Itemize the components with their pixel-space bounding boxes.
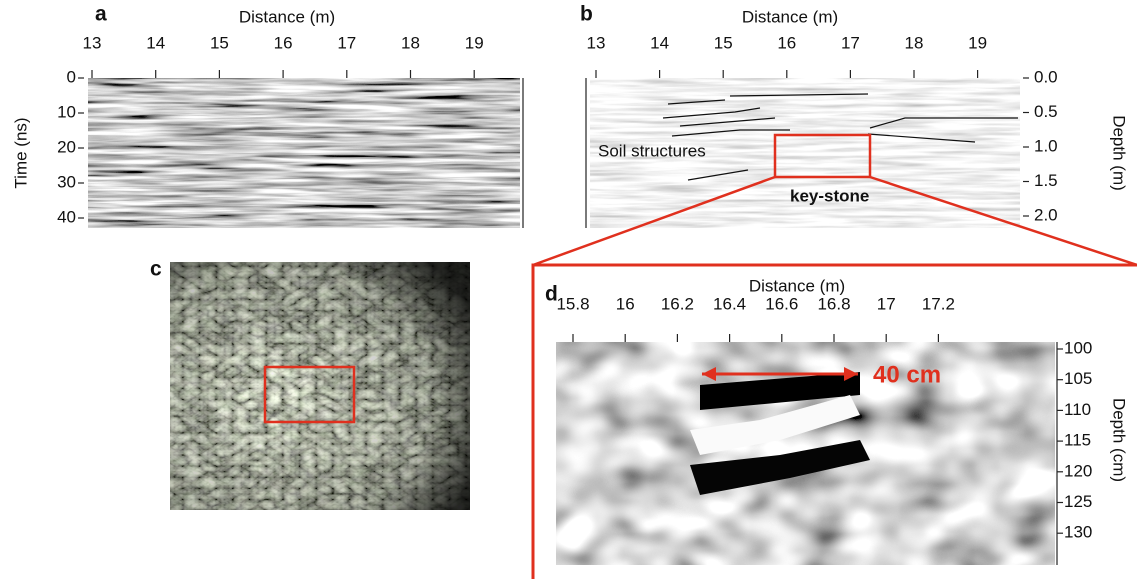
y-tick-label: 20	[57, 137, 76, 156]
y-axis-title: Depth (cm)	[1110, 398, 1129, 482]
annotation: Soil structures	[598, 141, 706, 160]
x-tick-label: 19	[968, 33, 987, 52]
panel-letter: a	[95, 3, 107, 26]
x-tick-label: 15	[714, 33, 733, 52]
x-tick-label: 17	[841, 33, 860, 52]
x-tick-label: 16.8	[817, 294, 850, 313]
y-axis-title: Depth (m)	[1110, 115, 1129, 191]
annotation: key-stone	[790, 186, 869, 205]
x-tick-label: 17.2	[922, 294, 955, 313]
x-tick-label: 17	[337, 33, 356, 52]
y-tick-label: 0.5	[1034, 102, 1058, 121]
y-tick-label: 100	[1064, 338, 1092, 357]
x-tick-label: 16	[777, 33, 796, 52]
x-axis-title: Distance (m)	[742, 7, 838, 26]
x-tick-label: 15	[210, 33, 229, 52]
x-tick-label: 15.8	[556, 294, 589, 313]
x-tick-label: 19	[465, 33, 484, 52]
x-tick-label: 13	[83, 33, 102, 52]
x-tick-label: 16	[274, 33, 293, 52]
panel-letter: b	[580, 3, 593, 26]
x-tick-label: 18	[905, 33, 924, 52]
y-tick-label: 105	[1064, 369, 1092, 388]
figure: a Distance (m) Time (ns) b Distance (m) …	[0, 0, 1137, 579]
photo-shade	[170, 262, 470, 510]
panel-letter: c	[150, 258, 162, 281]
y-tick-label: 30	[57, 172, 76, 191]
y-tick-label: 40	[57, 207, 76, 226]
x-tick-label: 16.6	[765, 294, 798, 313]
y-tick-label: 125	[1064, 492, 1092, 511]
x-tick-label: 16.2	[661, 294, 694, 313]
radargram	[88, 78, 520, 228]
x-tick-label: 18	[401, 33, 420, 52]
annotation: 40 cm	[873, 361, 941, 388]
y-tick-label: 0.0	[1034, 67, 1058, 86]
y-tick-label: 115	[1064, 431, 1091, 450]
y-tick-label: 120	[1064, 461, 1092, 480]
x-axis-title: Distance (m)	[749, 276, 845, 295]
panel-b: b Distance (m) Depth (m) Soil structures…	[533, 3, 1137, 265]
x-tick-label: 14	[146, 33, 165, 52]
x-tick-label: 14	[650, 33, 669, 52]
y-tick-label: 2.0	[1034, 205, 1058, 224]
x-tick-label: 17	[877, 294, 896, 313]
y-axis-title: Time (ns)	[11, 117, 30, 188]
panel-c: c	[150, 258, 470, 510]
x-tick-label: 16	[616, 294, 635, 313]
y-tick-label: 10	[57, 102, 76, 121]
y-tick-label: 1.5	[1034, 171, 1058, 190]
x-tick-label: 13	[587, 33, 606, 52]
y-tick-label: 110	[1064, 400, 1091, 419]
y-tick-label: 0	[67, 67, 76, 86]
x-tick-label: 16.4	[713, 294, 746, 313]
y-tick-label: 1.0	[1034, 136, 1058, 155]
y-tick-label: 130	[1064, 523, 1092, 542]
x-axis-title: Distance (m)	[239, 7, 335, 26]
